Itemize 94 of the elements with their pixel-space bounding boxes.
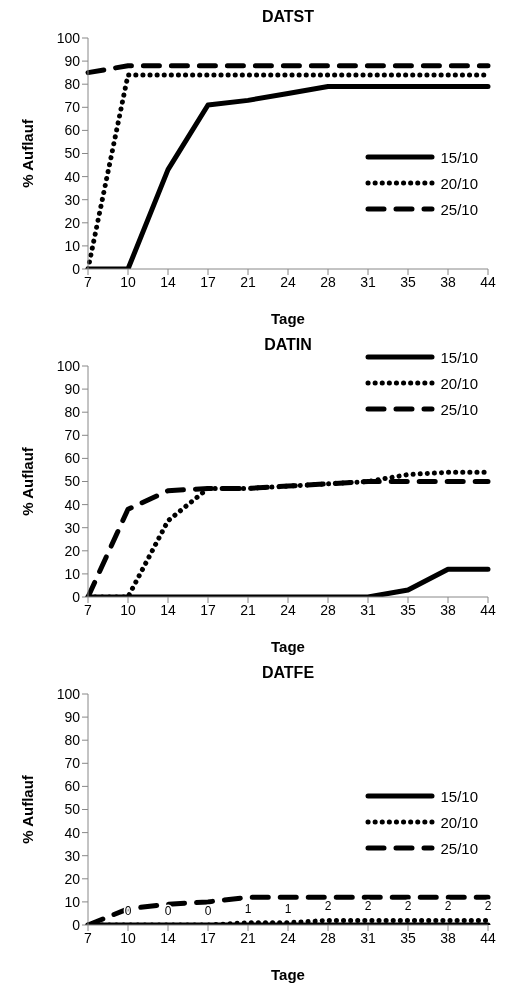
x-tick-label: 28 <box>320 929 336 946</box>
y-tick-label: 80 <box>64 76 81 93</box>
data-label: 0 <box>124 904 132 918</box>
y-tick-label: 50 <box>64 473 81 490</box>
x-tick-label: 10 <box>120 929 136 946</box>
x-tick-label: 17 <box>200 273 216 290</box>
chart-title: DATST <box>260 8 316 27</box>
x-tick-label: 7 <box>84 601 93 618</box>
y-tick-label: 80 <box>64 732 81 749</box>
y-axis-title: % Auflauf <box>19 446 37 516</box>
x-tick-label: 28 <box>320 601 336 618</box>
x-tick-label: 44 <box>480 929 496 946</box>
y-tick-label: 10 <box>64 893 81 910</box>
data-label: 1 <box>284 901 292 916</box>
legend-label: 15/10 <box>440 148 478 166</box>
y-tick-label: 40 <box>64 824 81 841</box>
x-tick-label: 7 <box>84 273 93 290</box>
x-tick-label: 35 <box>400 273 416 290</box>
x-tick-label: 10 <box>120 601 136 618</box>
y-tick-label: 0 <box>72 588 81 605</box>
y-tick-label: 50 <box>64 801 81 818</box>
chart-title: DATFE <box>260 664 316 683</box>
y-tick-label: 50 <box>64 145 81 162</box>
data-label: 0 <box>164 904 172 918</box>
y-tick-label: 30 <box>64 191 81 208</box>
x-tick-label: 35 <box>400 601 416 618</box>
y-tick-label: 30 <box>64 519 81 536</box>
x-tick-label: 31 <box>360 601 376 618</box>
data-label: 2 <box>444 899 452 914</box>
y-tick-label: 90 <box>64 53 81 70</box>
y-axis-title: % Auflauf <box>19 774 37 844</box>
y-tick-label: 90 <box>64 709 81 726</box>
x-tick-label: 35 <box>400 929 416 946</box>
y-tick-label: 100 <box>56 685 81 702</box>
legend-label: 20/10 <box>440 374 478 392</box>
x-tick-label: 17 <box>200 601 216 618</box>
y-tick-label: 90 <box>64 381 81 398</box>
x-tick-label: 44 <box>480 273 496 290</box>
x-axis-title: Tage <box>271 966 305 983</box>
x-tick-label: 14 <box>160 601 176 618</box>
x-axis-title: Tage <box>271 310 305 327</box>
y-tick-label: 60 <box>64 778 81 795</box>
x-tick-label: 14 <box>160 273 176 290</box>
data-label: 2 <box>484 899 492 914</box>
y-tick-label: 100 <box>56 29 81 46</box>
data-label: 2 <box>404 899 412 914</box>
y-tick-label: 40 <box>64 496 81 513</box>
x-tick-label: 24 <box>280 601 296 618</box>
x-tick-label: 21 <box>240 601 256 618</box>
x-tick-label: 31 <box>360 929 376 946</box>
y-tick-label: 20 <box>64 214 81 231</box>
data-label: 2 <box>364 899 372 914</box>
y-tick-label: 40 <box>64 168 81 185</box>
x-tick-label: 38 <box>440 601 456 618</box>
x-axis-title: Tage <box>271 638 305 655</box>
legend-label: 20/10 <box>440 174 478 192</box>
y-tick-label: 70 <box>64 427 81 444</box>
x-tick-label: 38 <box>440 273 456 290</box>
legend-label: 15/10 <box>440 348 478 366</box>
x-tick-label: 31 <box>360 273 376 290</box>
y-tick-label: 0 <box>72 916 81 933</box>
data-label: 1 <box>244 901 252 916</box>
y-tick-label: 100 <box>56 357 81 374</box>
y-tick-label: 70 <box>64 755 81 772</box>
x-tick-label: 14 <box>160 929 176 946</box>
legend-label: 25/10 <box>440 400 478 418</box>
y-tick-label: 70 <box>64 99 81 116</box>
x-tick-label: 7 <box>84 929 93 946</box>
x-tick-label: 28 <box>320 273 336 290</box>
y-tick-label: 20 <box>64 542 81 559</box>
legend-label: 25/10 <box>440 839 478 857</box>
x-tick-label: 24 <box>280 273 296 290</box>
data-label: 0 <box>204 904 212 918</box>
y-axis-title: % Auflauf <box>19 118 37 188</box>
x-tick-label: 10 <box>120 273 136 290</box>
x-tick-label: 21 <box>240 273 256 290</box>
y-tick-label: 10 <box>64 565 81 582</box>
x-tick-label: 21 <box>240 929 256 946</box>
y-tick-label: 60 <box>64 122 81 139</box>
x-tick-label: 44 <box>480 601 496 618</box>
y-tick-label: 80 <box>64 404 81 421</box>
x-tick-label: 38 <box>440 929 456 946</box>
y-tick-label: 0 <box>72 260 81 277</box>
y-tick-label: 20 <box>64 870 81 887</box>
chart-title: DATIN <box>264 336 312 353</box>
legend-label: 25/10 <box>440 200 478 218</box>
legend-label: 20/10 <box>440 813 478 831</box>
x-tick-label: 24 <box>280 929 296 946</box>
y-tick-label: 10 <box>64 237 81 254</box>
y-tick-label: 30 <box>64 847 81 864</box>
legend-label: 15/10 <box>440 787 478 805</box>
y-tick-label: 60 <box>64 450 81 467</box>
x-tick-label: 17 <box>200 929 216 946</box>
data-label: 2 <box>324 899 332 914</box>
